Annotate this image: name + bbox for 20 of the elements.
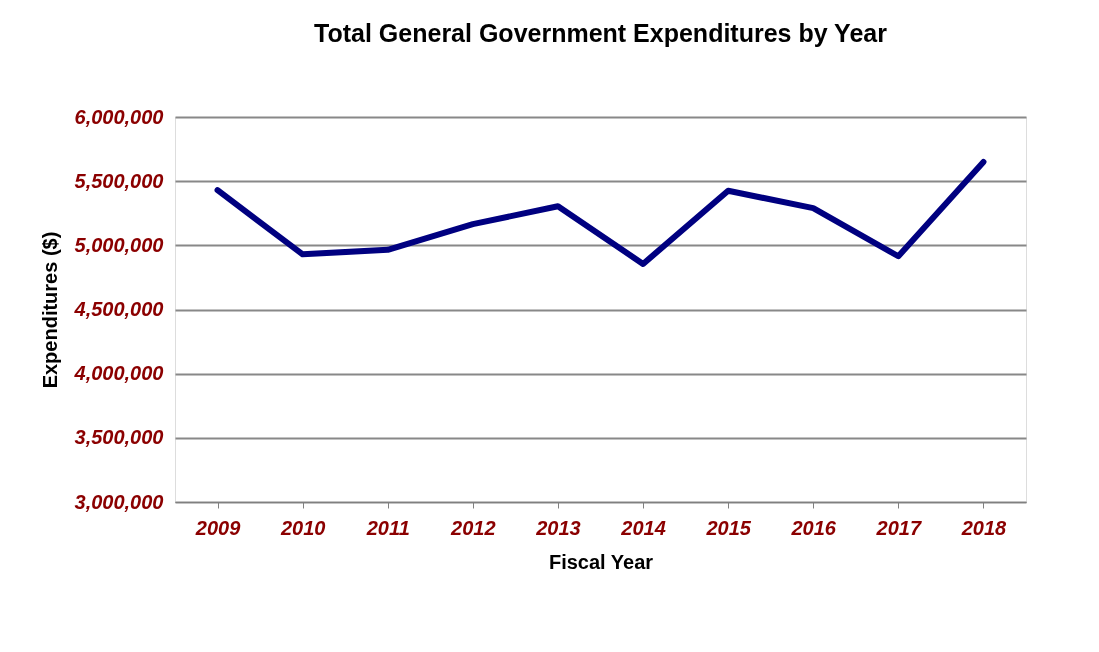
x-tick-label: 2013 xyxy=(535,516,581,539)
y-tick-label: 4,000,000 xyxy=(73,362,164,385)
x-tick-label: 2018 xyxy=(960,516,1008,539)
x-tick-label: 2012 xyxy=(450,516,496,539)
x-tick-label: 2015 xyxy=(705,516,752,539)
x-tick-label: 2014 xyxy=(620,516,666,539)
y-tick-label: 5,500,000 xyxy=(74,169,164,192)
y-tick-label: 6,000,000 xyxy=(74,105,164,128)
x-tick-label: 2016 xyxy=(790,516,837,539)
x-axis-title: Fiscal Year xyxy=(548,550,654,573)
x-tick-label: 2017 xyxy=(875,516,922,539)
x-tick-label: 2009 xyxy=(194,516,242,539)
y-tick-label: 4,500,000 xyxy=(73,298,164,320)
y-axis-title: Expenditures ($) xyxy=(38,231,61,389)
x-tick-label: 2010 xyxy=(279,516,326,539)
y-tick-label: 3,000,000 xyxy=(74,490,164,513)
y-tick-label: 3,500,000 xyxy=(74,426,164,449)
y-tick-label: 5,000,000 xyxy=(74,233,164,256)
chart-title: Total General Government Expenditures by Year xyxy=(314,19,888,47)
x-tick-label: 2011 xyxy=(365,516,410,539)
